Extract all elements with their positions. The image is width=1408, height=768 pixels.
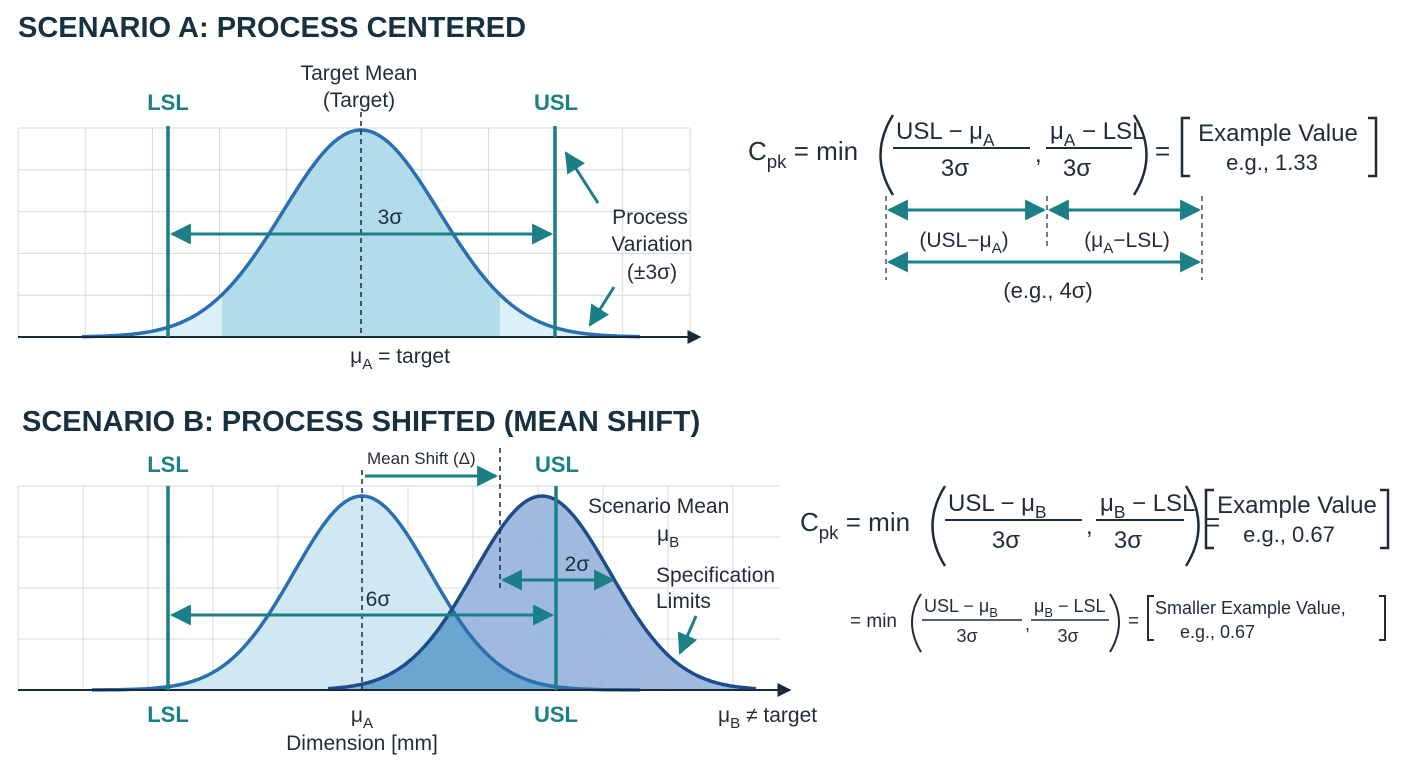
formula-b2-result-2: e.g., 0.67 [1180, 622, 1255, 642]
two-sigma-label: 2σ [565, 553, 590, 576]
formula-a-num2: μA − LSL [1050, 118, 1145, 150]
svg-text:3σ: 3σ [1114, 527, 1142, 554]
svg-text:3σ: 3σ [992, 527, 1020, 554]
svg-text:μB − LSL: μB − LSL [1100, 490, 1195, 522]
scenario-b-usl-top-label: USL [535, 452, 579, 477]
scenario-b-original-fill [92, 496, 640, 690]
formula-b-lhs: Cpk = min [800, 507, 910, 543]
scenario-a-mean-label: μA = target [350, 345, 450, 373]
mean-shift-label: Mean Shift (Δ) [367, 449, 476, 468]
process-variation-arrow-down [588, 286, 616, 327]
formula-a-den1: 3σ [941, 155, 969, 182]
formula-b-result-2: e.g., 0.67 [1243, 522, 1335, 547]
svg-text:,: , [1086, 513, 1093, 540]
formula-a-paren-right [1132, 114, 1148, 196]
formula-a-den2: 3σ [1063, 155, 1091, 182]
process-variation-label-3: (±3σ) [627, 261, 677, 284]
svg-text:USL − μB: USL − μB [924, 596, 998, 620]
formula-a-comma: , [1035, 141, 1042, 168]
formula-b: Cpk = min USL − μB 3σ , μB − LSL 3σ = Ex… [800, 485, 1390, 567]
svg-text:3σ: 3σ [1057, 626, 1078, 646]
span-total-label: (e.g., 4σ) [1003, 278, 1092, 303]
formula-b2-result-1: Smaller Example Value, [1155, 598, 1346, 618]
process-variation-label-1: Process [612, 206, 688, 229]
span-usl-mu-label: (USL−μA) [919, 229, 1008, 257]
spec-limits-label-2: Limits [656, 590, 711, 613]
formula-a-bracket-left [1180, 116, 1190, 178]
scenario-a-sigma-span-label: 3σ [378, 206, 403, 229]
formula-a: Cpk = min USL − μA 3σ , μA − LSL 3σ = Ex… [748, 114, 1378, 196]
scenario-mean-symbol: μB [657, 523, 679, 551]
svg-text:3σ: 3σ [956, 626, 977, 646]
scenario-a-usl-label: USL [534, 90, 578, 115]
formula-a-result-1: Example Value [1198, 120, 1358, 147]
scenario-a-target-label-1: Target Mean [301, 62, 418, 85]
process-variation-arrow-up [564, 151, 600, 204]
formula-a-bracket-right [1368, 116, 1378, 178]
scenario-a-lsl-label: LSL [147, 90, 189, 115]
formula-a-lhs: Cpk = min [748, 136, 858, 172]
formula-a-result-2: e.g., 1.33 [1226, 150, 1318, 175]
scenario-b-original-curve [92, 494, 641, 692]
formula-b2: = min USL − μB 3σ , μB − LSL 3σ = Smalle… [850, 593, 1386, 653]
six-sigma-label: 6σ [366, 588, 391, 611]
scenario-a-target-label-2: (Target) [323, 89, 395, 112]
svg-text:USL − μB: USL − μB [948, 490, 1047, 522]
process-variation-label-2: Variation [611, 233, 692, 256]
formula-a-num1: USL − μA [896, 118, 995, 150]
scenario-a-title: SCENARIO A: PROCESS CENTERED [18, 12, 526, 44]
scenario-b-lsl-bottom-label: LSL [147, 702, 189, 727]
svg-text:μB − LSL: μB − LSL [1034, 596, 1106, 620]
formula-a-paren-left [879, 114, 895, 196]
scenario-b-usl-bottom-label: USL [534, 702, 578, 727]
scenario-b-title: SCENARIO B: PROCESS SHIFTED (MEAN SHIFT) [22, 406, 700, 438]
svg-text:,: , [1025, 614, 1030, 634]
scenario-mean-label: Scenario Mean [588, 495, 729, 518]
svg-text:= min: = min [850, 611, 897, 632]
svg-text:=: = [1128, 611, 1139, 632]
x-axis-label: Dimension [mm] [286, 732, 438, 755]
scenario-b-mu-a-label: μA [351, 704, 374, 732]
scenario-b-mu-b-label: μB ≠ target [718, 704, 817, 732]
scenario-b-lsl-top-label: LSL [147, 452, 189, 477]
svg-text:=: = [1205, 507, 1220, 537]
formula-a-equals: = [1155, 136, 1170, 166]
scenario-b-shifted-curve [327, 494, 757, 691]
span-mu-lsl-label: (μA−LSL) [1084, 229, 1170, 257]
formula-b-result-1: Example Value [1217, 492, 1377, 519]
spec-limits-label-1: Specification [656, 564, 775, 587]
scenario-b-overlap-fill [362, 609, 620, 690]
spec-limits-arrow [677, 615, 698, 655]
formula-a-spans: (USL−μA) (μA−LSL) (e.g., 4σ) [885, 196, 1203, 303]
